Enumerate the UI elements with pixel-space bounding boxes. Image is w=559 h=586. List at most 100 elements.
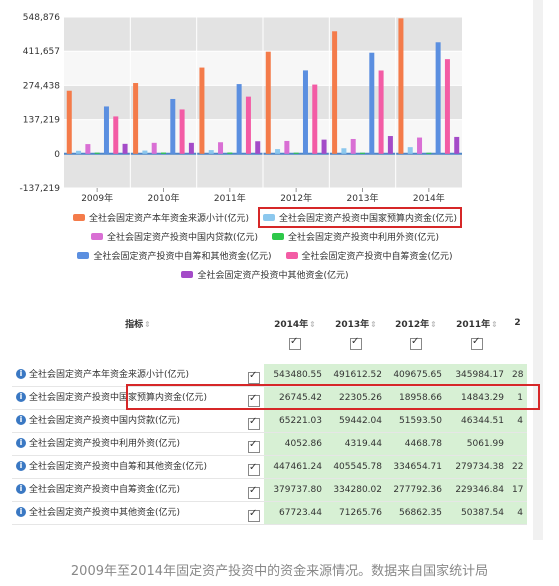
legend-label-1: 全社会固定资产投资中国家预算内资金(亿元) <box>279 214 458 224</box>
legend-item-4[interactable]: 全社会固定资产投资中自筹和其他资金(亿元) <box>75 248 273 263</box>
info-icon[interactable]: i <box>16 438 26 448</box>
legend-item-6[interactable]: 全社会固定资产投资中其他资金(亿元) <box>179 267 350 282</box>
value-cell: 5061.99 <box>446 432 508 456</box>
indicator-label: 全社会固定资产本年资金来源小计(亿元) <box>29 369 190 380</box>
bar <box>302 70 308 154</box>
value-cell: 50387.54 <box>446 501 508 525</box>
checkbox-cell-3 <box>446 334 508 354</box>
legend-label-5: 全社会固定资产投资中自筹资金(亿元) <box>301 252 453 262</box>
sort-icon[interactable]: ⇕ <box>370 319 377 329</box>
legend-row-4: 全社会固定资产投资中其他资金(亿元) <box>0 265 530 284</box>
bar <box>113 116 119 154</box>
value-cell: 543480.55 <box>264 364 326 387</box>
column-checkbox-3[interactable] <box>471 336 483 350</box>
bar <box>151 142 157 154</box>
bar <box>350 138 356 154</box>
indicator-label: 全社会固定资产投资中其他资金(亿元) <box>29 507 181 518</box>
info-icon[interactable]: i <box>16 392 26 402</box>
column-checkbox-0[interactable] <box>289 336 301 350</box>
header-year-2[interactable]: 2012年⇕ <box>386 312 446 334</box>
checkbox-cell-empty <box>12 334 264 354</box>
legend-item-5[interactable]: 全社会固定资产投资中自筹资金(亿元) <box>284 248 455 263</box>
value-cell: 334654.71 <box>386 455 446 479</box>
header-year-1[interactable]: 2013年⇕ <box>326 312 386 334</box>
bar <box>94 152 100 154</box>
indicator-label: 全社会固定资产投资中国内贷款(亿元) <box>29 415 181 426</box>
row-checkbox[interactable] <box>248 393 260 407</box>
indicator-cell: i 全社会固定资产投资中利用外资(亿元) <box>12 432 264 456</box>
bar <box>218 142 224 154</box>
header-year-3[interactable]: 2011年⇕ <box>446 312 508 334</box>
bar <box>321 139 327 154</box>
chart-legend: 全社会固定资产本年资金来源小计(亿元) 全社会固定资产投资中国家预算内资金(亿元… <box>0 207 530 284</box>
header-year-0[interactable]: 2014年⇕ <box>264 312 326 334</box>
value-cell: 4319.44 <box>326 432 386 456</box>
bar <box>66 90 72 154</box>
info-icon[interactable]: i <box>16 415 26 425</box>
bar <box>312 84 318 154</box>
header-indicator[interactable]: 指标⇕ <box>12 312 264 334</box>
y-tick-label: -137,219 <box>20 184 61 194</box>
bar <box>236 84 242 154</box>
column-checkbox-1[interactable] <box>350 336 362 350</box>
bar <box>444 59 450 154</box>
legend-item-2[interactable]: 全社会固定资产投资中国内贷款(亿元) <box>89 229 260 244</box>
header-year-label-1: 2013年 <box>335 319 370 330</box>
row-checkbox[interactable] <box>248 508 260 522</box>
bar <box>170 98 176 154</box>
checkbox-cell-2 <box>386 334 446 354</box>
indicator-cell: i 全社会固定资产投资中自筹资金(亿元) <box>12 478 264 502</box>
sort-icon[interactable]: ⇕ <box>144 319 151 329</box>
table-body: i全社会固定资产本年资金来源小计(亿元)543480.55491612.5240… <box>12 364 527 525</box>
bar <box>378 70 384 154</box>
legend-item-1[interactable]: 全社会固定资产投资中国家预算内资金(亿元) <box>257 207 463 228</box>
value-cell: 67723.44 <box>264 501 326 525</box>
spacer-cell <box>12 354 527 364</box>
legend-row-2: 全社会固定资产投资中国内贷款(亿元) 全社会固定资产投资中利用外资(亿元) <box>0 227 530 246</box>
checkbox-cell-1 <box>326 334 386 354</box>
row-checkbox[interactable] <box>248 370 260 384</box>
bar <box>188 142 194 154</box>
legend-swatch-2 <box>90 233 103 240</box>
header-year-label-3: 2011年 <box>456 319 491 330</box>
bar <box>275 149 281 154</box>
legend-item-0[interactable]: 全社会固定资产本年资金来源小计(亿元) <box>71 210 251 225</box>
scrollbar[interactable] <box>533 0 543 540</box>
indicator-cell: i 全社会固定资产投资中其他资金(亿元) <box>12 501 264 525</box>
column-checkbox-2[interactable] <box>410 336 422 350</box>
row-checkbox[interactable] <box>248 462 260 476</box>
bar <box>417 137 423 154</box>
indicator-label: 全社会固定资产投资中自筹和其他资金(亿元) <box>29 461 208 472</box>
sort-icon[interactable]: ⇕ <box>430 319 437 329</box>
legend-label-2: 全社会固定资产投资中国内贷款(亿元) <box>106 233 258 243</box>
bar <box>133 83 139 154</box>
value-cell: 4468.78 <box>386 432 446 456</box>
value-cell: 409675.65 <box>386 364 446 387</box>
bar <box>407 147 413 154</box>
info-icon[interactable]: i <box>16 484 26 494</box>
bar <box>284 140 290 154</box>
table-row: i全社会固定资产投资中自筹和其他资金(亿元)447461.24405545.78… <box>12 455 527 479</box>
info-icon[interactable]: i <box>16 369 26 379</box>
row-checkbox[interactable] <box>248 416 260 430</box>
header-year-4[interactable]: 2 <box>508 312 527 334</box>
y-tick-label: 411,657 <box>23 47 60 57</box>
row-checkbox[interactable] <box>248 439 260 453</box>
info-icon[interactable]: i <box>16 461 26 471</box>
value-cell: 59442.04 <box>326 409 386 433</box>
sort-icon[interactable]: ⇕ <box>491 319 498 329</box>
bar <box>245 96 251 154</box>
sort-icon[interactable]: ⇕ <box>309 319 316 329</box>
legend-label-3: 全社会固定资产投资中利用外资(亿元) <box>288 233 440 243</box>
header-year-label-0: 2014年 <box>274 319 309 330</box>
y-tick-label: 0 <box>54 150 60 160</box>
row-checkbox[interactable] <box>248 485 260 499</box>
info-icon[interactable]: i <box>16 507 26 517</box>
bar <box>208 150 214 154</box>
value-cell: 334280.02 <box>326 478 386 502</box>
bar <box>103 106 109 154</box>
indicator-cell: i 全社会固定资产投资中国家预算内资金(亿元) <box>12 386 264 410</box>
legend-swatch-5 <box>285 252 298 259</box>
bar <box>85 144 91 154</box>
legend-item-3[interactable]: 全社会固定资产投资中利用外资(亿元) <box>270 229 441 244</box>
